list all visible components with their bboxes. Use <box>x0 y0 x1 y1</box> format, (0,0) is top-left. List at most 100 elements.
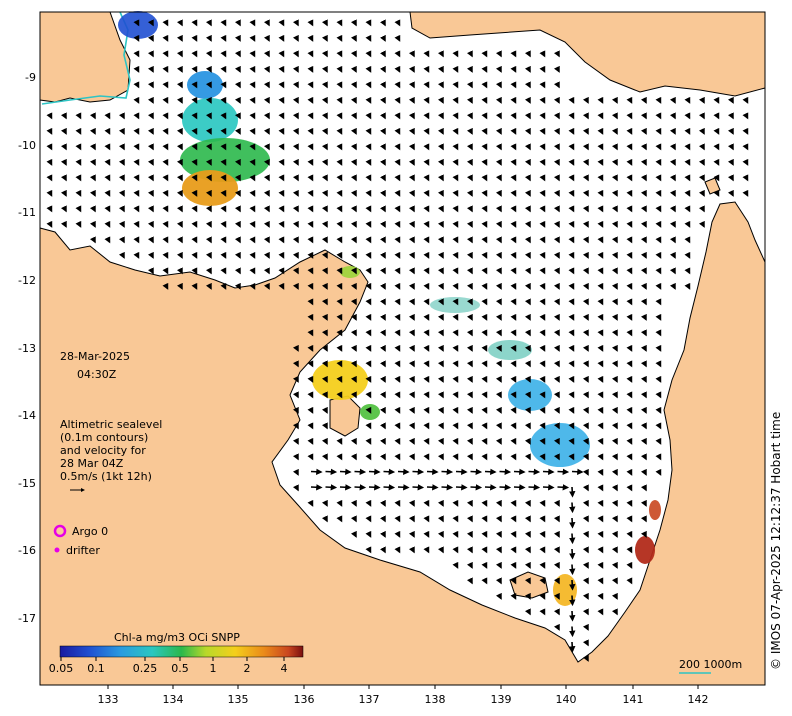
velocity-arrow <box>379 81 386 89</box>
velocity-arrow <box>162 251 169 259</box>
velocity-arrow <box>336 174 343 182</box>
velocity-arrow <box>597 422 604 430</box>
velocity-arrow <box>539 127 546 135</box>
velocity-arrow <box>408 344 415 352</box>
velocity-arrow <box>379 267 386 275</box>
velocity-arrow <box>46 127 53 135</box>
velocity-arrow <box>249 112 256 120</box>
velocity-arrow <box>191 251 198 259</box>
velocity-arrow <box>539 282 546 290</box>
velocity-arrow <box>481 65 488 73</box>
velocity-arrow <box>539 50 546 58</box>
velocity-arrow <box>553 81 560 89</box>
velocity-arrow <box>191 127 198 135</box>
velocity-arrow <box>655 96 662 104</box>
velocity-arrow <box>234 127 241 135</box>
velocity-arrow <box>423 406 430 414</box>
velocity-arrow <box>147 112 154 120</box>
velocity-arrow <box>321 391 328 399</box>
velocity-arrow <box>640 236 647 244</box>
velocity-arrow <box>452 499 459 507</box>
velocity-arrow <box>423 158 430 166</box>
velocity-arrow <box>234 282 241 290</box>
velocity-arrow <box>46 205 53 213</box>
velocity-arrow <box>452 50 459 58</box>
velocity-arrow <box>263 251 270 259</box>
velocity-arrow <box>524 422 531 430</box>
velocity-arrow <box>437 515 444 523</box>
velocity-arrow <box>394 329 401 337</box>
velocity-arrow <box>568 313 575 321</box>
velocity-arrow <box>397 468 410 475</box>
velocity-arrow <box>582 360 589 368</box>
velocity-arrow <box>611 406 618 414</box>
velocity-arrow <box>336 329 343 337</box>
velocity-arrow <box>379 220 386 228</box>
velocity-arrow <box>626 453 633 461</box>
velocity-arrow <box>354 468 367 475</box>
velocity-arrow <box>365 34 372 42</box>
velocity-arrow <box>553 546 560 554</box>
velocity-arrow <box>539 158 546 166</box>
velocity-arrow <box>46 143 53 151</box>
velocity-arrow <box>365 143 372 151</box>
velocity-arrow <box>176 158 183 166</box>
velocity-arrow <box>220 112 227 120</box>
velocity-arrow <box>524 205 531 213</box>
velocity-arrow <box>452 143 459 151</box>
drifter-icon <box>54 547 60 553</box>
velocity-arrow <box>394 282 401 290</box>
velocity-arrow <box>611 329 618 337</box>
velocity-arrow <box>408 437 415 445</box>
velocity-arrow <box>495 437 502 445</box>
velocity-arrow <box>481 546 488 554</box>
velocity-arrow <box>89 127 96 135</box>
velocity-arrow <box>292 406 299 414</box>
velocity-arrow <box>481 298 488 306</box>
velocity-arrow <box>466 189 473 197</box>
velocity-arrow <box>365 360 372 368</box>
velocity-arrow <box>597 251 604 259</box>
velocity-arrow <box>147 220 154 228</box>
velocity-arrow <box>292 251 299 259</box>
velocity-arrow <box>307 437 314 445</box>
velocity-arrow <box>118 112 125 120</box>
velocity-arrow <box>176 267 183 275</box>
velocity-arrow <box>162 34 169 42</box>
velocity-arrow <box>321 515 328 523</box>
velocity-arrow <box>147 65 154 73</box>
velocity-arrow <box>336 158 343 166</box>
velocity-arrow <box>524 546 531 554</box>
velocity-arrow <box>205 112 212 120</box>
velocity-arrow <box>611 251 618 259</box>
velocity-arrow <box>379 515 386 523</box>
velocity-arrow <box>626 515 633 523</box>
velocity-arrow <box>249 220 256 228</box>
velocity-arrow <box>684 174 691 182</box>
velocity-arrow <box>350 143 357 151</box>
velocity-arrow <box>437 220 444 228</box>
velocity-arrow <box>104 112 111 120</box>
velocity-arrow <box>452 530 459 538</box>
velocity-arrow <box>191 19 198 27</box>
velocity-arrow <box>336 96 343 104</box>
velocity-arrow <box>655 251 662 259</box>
velocity-arrow <box>553 515 560 523</box>
velocity-arrow <box>437 344 444 352</box>
velocity-arrow <box>542 468 555 475</box>
velocity-arrow <box>466 267 473 275</box>
velocity-arrow <box>582 499 589 507</box>
velocity-arrow <box>626 267 633 275</box>
velocity-arrow <box>292 81 299 89</box>
velocity-arrow <box>379 251 386 259</box>
velocity-arrow <box>626 96 633 104</box>
velocity-arrow <box>495 282 502 290</box>
velocity-arrow <box>292 236 299 244</box>
velocity-arrow <box>412 484 425 491</box>
velocity-arrow <box>597 205 604 213</box>
velocity-arrow <box>481 530 488 538</box>
velocity-arrow <box>582 561 589 569</box>
velocity-arrow <box>336 282 343 290</box>
velocity-arrow <box>684 282 691 290</box>
velocity-arrow <box>452 453 459 461</box>
